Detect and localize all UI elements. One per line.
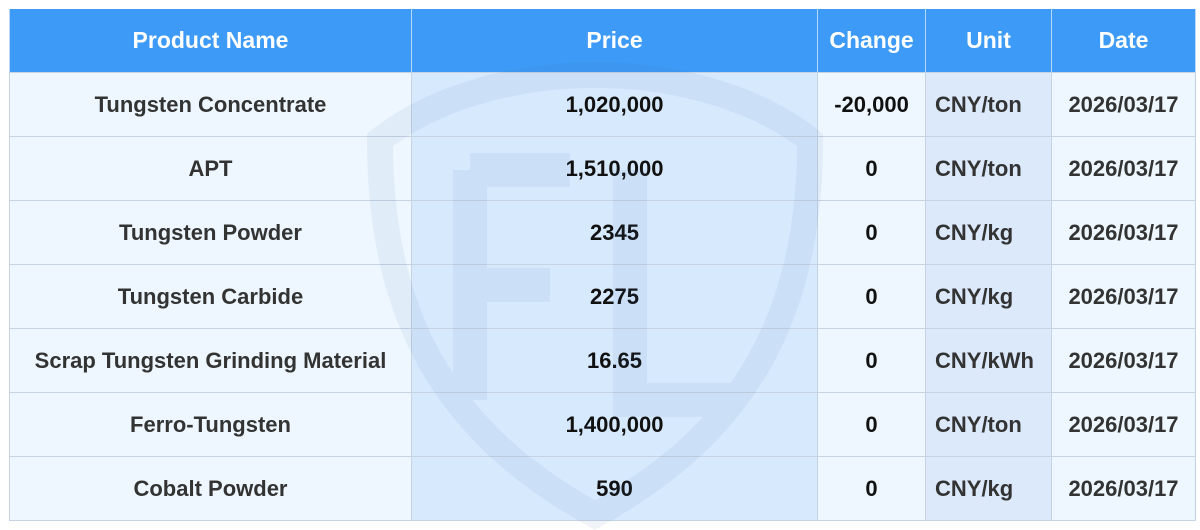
header-date[interactable]: Date: [1051, 9, 1196, 73]
cell-date: 2026/03/17: [1051, 264, 1196, 329]
cell-product-name: Scrap Tungsten Grinding Material: [9, 328, 412, 393]
cell-price: 1,510,000: [411, 136, 818, 201]
cell-unit: CNY/ton: [925, 72, 1052, 137]
cell-date: 2026/03/17: [1051, 136, 1196, 201]
cell-change: 0: [817, 328, 926, 393]
cell-unit: CNY/kWh: [925, 328, 1052, 393]
cell-change: 0: [817, 456, 926, 521]
cell-date: 2026/03/17: [1051, 328, 1196, 393]
cell-product-name: Tungsten Powder: [9, 200, 412, 265]
cell-change: 0: [817, 392, 926, 457]
cell-price: 1,020,000: [411, 72, 818, 137]
cell-product-name: APT: [9, 136, 412, 201]
cell-change: 0: [817, 136, 926, 201]
table-row: Ferro-Tungsten 1,400,000 0 CNY/ton 2026/…: [9, 392, 1196, 457]
header-price[interactable]: Price: [411, 9, 818, 73]
cell-price: 2345: [411, 200, 818, 265]
header-change[interactable]: Change: [817, 9, 926, 73]
table-row: Tungsten Carbide 2275 0 CNY/kg 2026/03/1…: [9, 264, 1196, 329]
cell-date: 2026/03/17: [1051, 392, 1196, 457]
cell-price: 590: [411, 456, 818, 521]
header-product-name[interactable]: Product Name: [9, 9, 412, 73]
cell-unit: CNY/kg: [925, 200, 1052, 265]
table-row: Tungsten Concentrate 1,020,000 -20,000 C…: [9, 72, 1196, 137]
cell-unit: CNY/kg: [925, 264, 1052, 329]
cell-date: 2026/03/17: [1051, 200, 1196, 265]
cell-date: 2026/03/17: [1051, 456, 1196, 521]
cell-change: -20,000: [817, 72, 926, 137]
cell-price: 2275: [411, 264, 818, 329]
cell-price: 1,400,000: [411, 392, 818, 457]
table-row: Cobalt Powder 590 0 CNY/kg 2026/03/17: [9, 456, 1196, 521]
cell-unit: CNY/kg: [925, 456, 1052, 521]
cell-unit: CNY/ton: [925, 392, 1052, 457]
price-table: Product Name Price Change Unit Date Tung…: [9, 9, 1196, 521]
cell-date: 2026/03/17: [1051, 72, 1196, 137]
table-header: Product Name Price Change Unit Date: [9, 9, 1196, 73]
table-body: Tungsten Concentrate 1,020,000 -20,000 C…: [9, 72, 1196, 521]
cell-product-name: Tungsten Carbide: [9, 264, 412, 329]
cell-product-name: Tungsten Concentrate: [9, 72, 412, 137]
header-row: Product Name Price Change Unit Date: [9, 9, 1196, 73]
table-row: APT 1,510,000 0 CNY/ton 2026/03/17: [9, 136, 1196, 201]
table-row: Scrap Tungsten Grinding Material 16.65 0…: [9, 328, 1196, 393]
cell-price: 16.65: [411, 328, 818, 393]
table-row: Tungsten Powder 2345 0 CNY/kg 2026/03/17: [9, 200, 1196, 265]
cell-product-name: Cobalt Powder: [9, 456, 412, 521]
cell-change: 0: [817, 264, 926, 329]
cell-product-name: Ferro-Tungsten: [9, 392, 412, 457]
header-unit[interactable]: Unit: [925, 9, 1052, 73]
cell-change: 0: [817, 200, 926, 265]
cell-unit: CNY/ton: [925, 136, 1052, 201]
